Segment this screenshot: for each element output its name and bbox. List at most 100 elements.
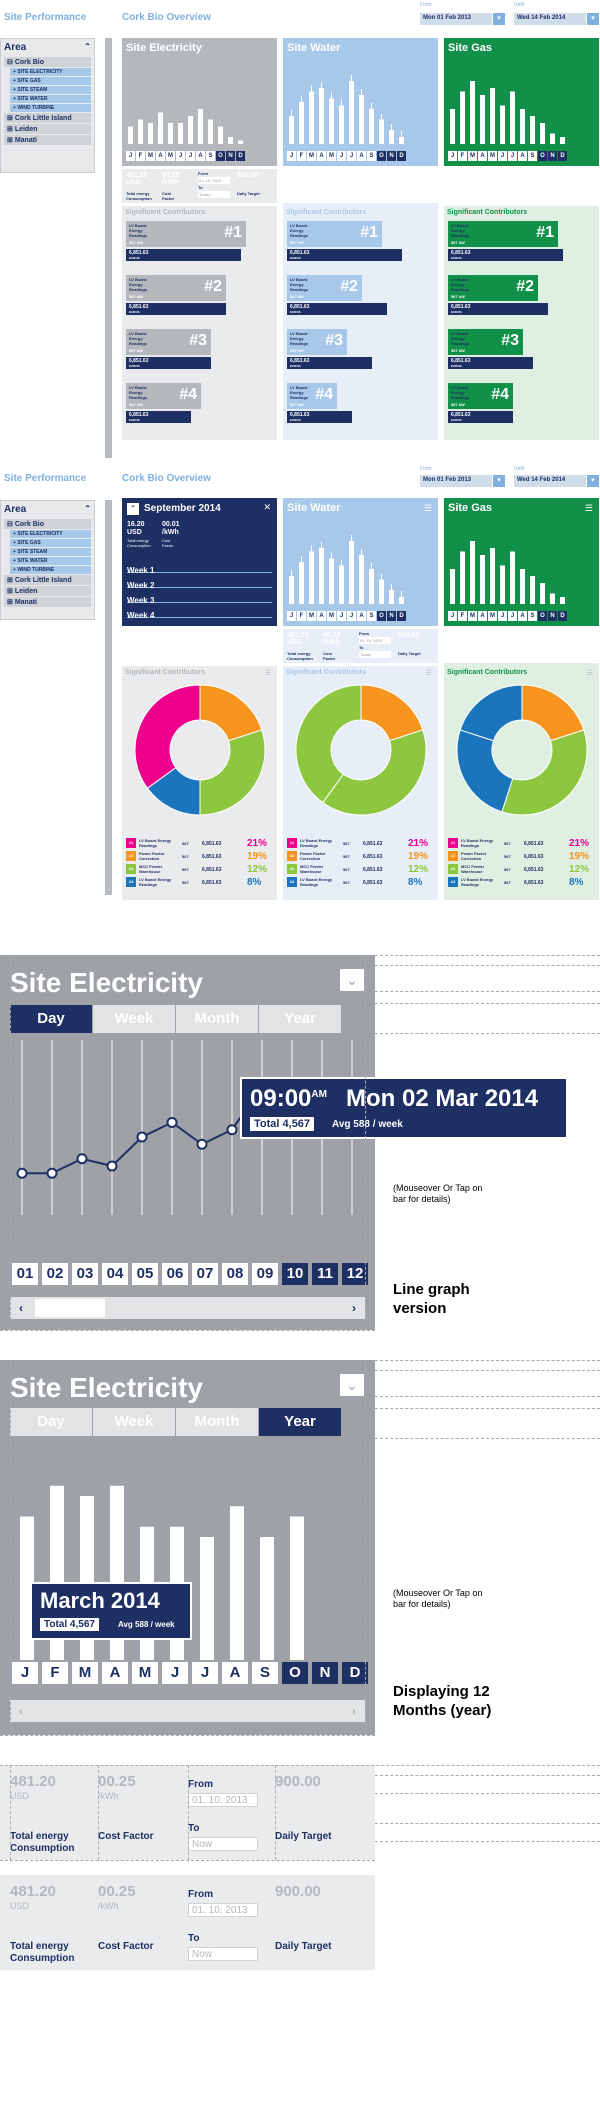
month-label[interactable]: A (317, 151, 326, 161)
month-label[interactable]: J (192, 1662, 218, 1684)
from-date-input[interactable]: 01. 10. 2013 (198, 177, 230, 184)
month-label[interactable]: A (156, 151, 165, 161)
month-label[interactable]: J (448, 151, 457, 161)
chevron-down-icon[interactable]: ⌄ (340, 1374, 364, 1396)
tab-week[interactable]: Week (93, 1005, 175, 1033)
area-sub-water[interactable]: + SITE WATER (10, 95, 91, 103)
hour-label[interactable]: 01 (12, 1263, 38, 1285)
month-label[interactable]: J (176, 151, 185, 161)
chevron-up-icon[interactable]: ⌃ (84, 42, 91, 51)
chevron-down-icon[interactable]: ▾ (587, 13, 599, 25)
chevron-up-icon[interactable]: ⌃ (127, 503, 139, 515)
hour-label[interactable]: 07 (192, 1263, 218, 1285)
week-row[interactable]: Week 3 (127, 590, 272, 605)
month-label[interactable]: M (72, 1662, 98, 1684)
month-label[interactable]: F (136, 151, 145, 161)
close-icon[interactable]: ✕ (263, 502, 271, 512)
month-label[interactable]: D (558, 611, 567, 621)
chevron-down-icon[interactable]: ▾ (493, 13, 505, 25)
contributor-card[interactable]: LV Board Energy Readings 567 kW #2 (126, 275, 226, 301)
month-label[interactable]: J (498, 611, 507, 621)
hour-label[interactable]: 10 (282, 1263, 308, 1285)
area-sub-wind[interactable]: + WIND TURBINE (10, 566, 91, 574)
chevron-left-icon[interactable]: ‹ (19, 1301, 23, 1315)
area-item-leiden[interactable]: ⊞ Leiden (4, 586, 91, 596)
area-item-cork-little-island[interactable]: ⊞ Cork Little Island (4, 113, 91, 123)
mini-bar-chart[interactable] (287, 68, 438, 148)
donut-chart[interactable] (291, 680, 431, 820)
contributor-card[interactable]: LV Board Energy Readings 567 kW #2 (448, 275, 538, 301)
month-label[interactable]: M (307, 151, 316, 161)
tab-year[interactable]: Year (259, 1408, 341, 1436)
from-date-select[interactable]: Mon 01 Feb 2013 (420, 475, 492, 487)
hour-label[interactable]: 05 (132, 1263, 158, 1285)
month-label[interactable]: M (468, 151, 477, 161)
month-label[interactable]: F (458, 151, 467, 161)
month-label[interactable]: M (488, 611, 497, 621)
area-sub-water[interactable]: + SITE WATER (10, 557, 91, 565)
month-label[interactable]: D (558, 151, 567, 161)
month-label[interactable]: J (12, 1662, 38, 1684)
month-label[interactable]: J (508, 611, 517, 621)
month-label[interactable]: S (528, 151, 537, 161)
contributor-card[interactable]: LV Board Energy Readings 567 kW #1 (448, 221, 558, 247)
chevron-right-icon[interactable]: › (352, 1301, 356, 1315)
month-label[interactable]: A (102, 1662, 128, 1684)
tab-month[interactable]: Month (176, 1408, 258, 1436)
month-label[interactable]: N (548, 151, 557, 161)
week-row[interactable]: Week 1 (127, 560, 272, 575)
chevron-down-icon[interactable]: ▾ (493, 475, 505, 487)
list-icon[interactable]: ☰ (425, 670, 432, 677)
hour-label[interactable]: 02 (42, 1263, 68, 1285)
contributor-card[interactable]: LV Board Energy Readings 567 kW #1 (287, 221, 382, 247)
month-label[interactable]: J (508, 151, 517, 161)
area-sub-electricity[interactable]: + SITE ELECTRICITY (10, 530, 91, 538)
month-label[interactable]: F (297, 611, 306, 621)
tab-day[interactable]: Day (10, 1005, 92, 1033)
month-label[interactable]: F (42, 1662, 68, 1684)
month-label[interactable]: O (377, 151, 386, 161)
month-label[interactable]: M (488, 151, 497, 161)
tab-year[interactable]: Year (259, 1005, 341, 1033)
area-item-manati[interactable]: ⊞ Manati (4, 597, 91, 607)
area-sub-wind[interactable]: + WIND TURBINE (10, 104, 91, 112)
contributor-card[interactable]: LV Board Energy Readings 567 kW #3 (448, 329, 523, 355)
month-label[interactable]: A (478, 611, 487, 621)
to-date-input[interactable]: Today (359, 651, 391, 658)
month-label[interactable]: S (367, 151, 376, 161)
month-label[interactable]: A (196, 151, 205, 161)
month-label[interactable]: N (387, 151, 396, 161)
contributor-card[interactable]: LV Board Energy Readings 567 kW #2 (287, 275, 362, 301)
month-label[interactable]: D (397, 611, 406, 621)
month-label[interactable]: M (327, 151, 336, 161)
month-label[interactable]: J (186, 151, 195, 161)
month-label[interactable]: N (226, 151, 235, 161)
to-date-input[interactable]: Today (198, 191, 230, 198)
from-date-input[interactable]: 01. 10. 2013 (188, 1903, 258, 1917)
chevron-right-icon[interactable]: › (352, 1704, 356, 1718)
month-label[interactable]: A (478, 151, 487, 161)
month-label[interactable]: D (236, 151, 245, 161)
month-label[interactable]: N (312, 1662, 338, 1684)
tab-month[interactable]: Month (176, 1005, 258, 1033)
chevron-up-icon[interactable]: ⌃ (84, 504, 91, 513)
area-sub-steam[interactable]: + SITE STEAM (10, 548, 91, 556)
chevron-down-icon[interactable]: ⌄ (340, 969, 364, 991)
until-date-select[interactable]: Wed 14 Feb 2014 (514, 13, 586, 25)
month-label[interactable]: M (166, 151, 175, 161)
scrollbar-thumb[interactable] (35, 1299, 105, 1317)
month-label[interactable]: S (528, 611, 537, 621)
month-label[interactable]: M (132, 1662, 158, 1684)
list-icon[interactable]: ☰ (423, 503, 432, 513)
tab-day[interactable]: Day (10, 1408, 92, 1436)
month-label[interactable]: O (377, 611, 386, 621)
contributor-card[interactable]: LV Board Energy Readings 567 kW #4 (448, 383, 513, 409)
hour-label[interactable]: 04 (102, 1263, 128, 1285)
to-date-input[interactable]: Now (188, 1947, 258, 1961)
tab-week[interactable]: Week (93, 1408, 175, 1436)
month-label[interactable]: A (357, 611, 366, 621)
month-label[interactable]: J (448, 611, 457, 621)
hour-label[interactable]: 08 (222, 1263, 248, 1285)
month-label[interactable]: J (287, 611, 296, 621)
mini-bar-chart[interactable] (287, 528, 438, 608)
